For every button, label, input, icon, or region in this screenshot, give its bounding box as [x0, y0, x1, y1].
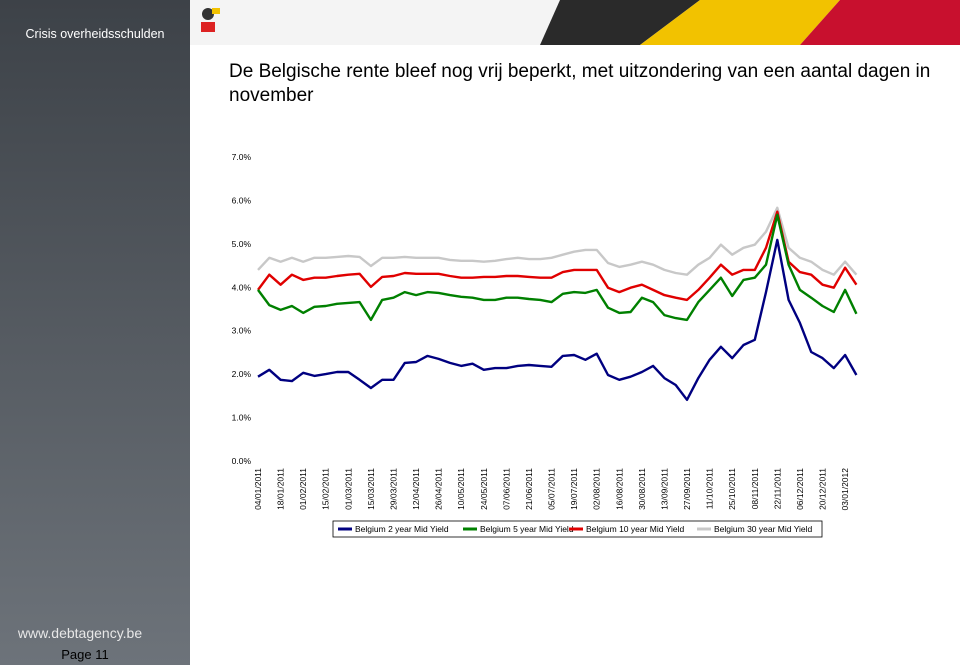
series-line — [257, 206, 858, 276]
sidebar — [0, 0, 190, 665]
section-label: Crisis overheidsschulden — [26, 27, 165, 41]
x-tick-label: 10/05/2011 — [456, 468, 466, 510]
y-tick-label: 4.0% — [232, 282, 252, 292]
x-tick-label: 19/07/2011 — [569, 468, 579, 510]
x-tick-label: 30/08/2011 — [637, 468, 647, 510]
x-tick-label: 15/03/2011 — [366, 468, 376, 510]
x-tick-label: 24/05/2011 — [479, 468, 489, 510]
x-tick-label: 07/06/2011 — [501, 468, 511, 510]
x-tick-label: 01/03/2011 — [343, 468, 353, 510]
legend-label: Belgium 5 year Mid Yield — [480, 524, 574, 534]
x-tick-label: 12/04/2011 — [411, 468, 421, 510]
series-line — [257, 210, 858, 302]
flag-black — [540, 0, 700, 45]
y-tick-label: 5.0% — [232, 239, 252, 249]
x-tick-label: 27/09/2011 — [682, 468, 692, 510]
site-url: www.debtagency.be — [17, 625, 142, 641]
legend-label: Belgium 10 year Mid Yield — [586, 524, 685, 534]
x-tick-label: 29/03/2011 — [388, 468, 398, 510]
y-tick-label: 0.0% — [232, 456, 252, 466]
y-tick-label: 3.0% — [232, 326, 252, 336]
x-tick-label: 22/11/2011 — [772, 468, 782, 510]
plot: 0.0% 1.0% 2.0% 3.0% 4.0% 5.0% 6.0% 7.0% 04/01/20… — [232, 152, 858, 534]
x-tick-label: 15/02/2011 — [321, 468, 331, 510]
x-tick-label: 03/01/2012 — [840, 468, 850, 511]
x-tick-label: 02/08/2011 — [592, 468, 602, 510]
x-tick-label: 20/12/2011 — [818, 468, 828, 510]
flag-yellow — [640, 0, 840, 45]
y-tick-label: 1.0% — [232, 413, 252, 423]
legend-label: Belgium 30 year Mid Yield — [714, 524, 813, 534]
x-tick-label: 05/07/2011 — [547, 468, 557, 510]
y-tick-label: 7.0% — [232, 152, 252, 162]
y-tick-label: 6.0% — [232, 195, 252, 205]
legend-label: Belgium 2 year Mid Yield — [355, 524, 449, 534]
x-tick-label: 16/08/2011 — [614, 468, 624, 510]
x-tick-label: 11/10/2011 — [705, 468, 715, 510]
x-tick-label: 21/06/2011 — [524, 468, 534, 510]
series-line — [257, 238, 858, 401]
x-tick-label: 04/01/2011 — [253, 468, 263, 510]
logo — [201, 8, 220, 32]
flag-red — [800, 0, 960, 45]
x-tick-label: 01/02/2011 — [298, 468, 308, 510]
x-tick-label: 06/12/2011 — [795, 468, 805, 510]
page-number: Page 11 — [61, 647, 108, 662]
x-tick-label: 13/09/2011 — [659, 468, 669, 510]
x-tick-label: 25/10/2011 — [727, 468, 737, 510]
slide-title: De Belgische rente bleef nog vrij beperk… — [229, 61, 931, 106]
x-tick-label: 18/01/2011 — [276, 468, 286, 510]
x-tick-label: 08/11/2011 — [750, 468, 760, 510]
x-tick-label: 26/04/2011 — [434, 468, 444, 510]
series-line — [257, 213, 858, 322]
y-tick-label: 2.0% — [232, 369, 252, 379]
